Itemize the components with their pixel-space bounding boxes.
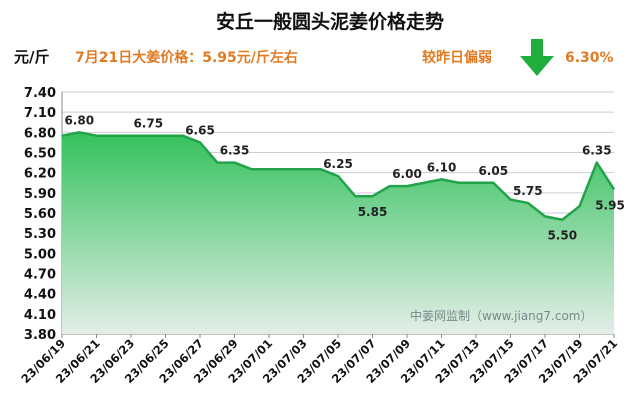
series-polyline	[61, 131, 616, 221]
watermark: 中姜网监制（www.jiang7.com）	[410, 308, 592, 323]
price-info: 7月21日大姜价格：5.95元/斤左右	[75, 49, 298, 66]
y-tick-label: 4.70	[24, 268, 56, 283]
y-tick-label: 6.20	[24, 167, 56, 182]
data-label: 6.35	[220, 144, 250, 158]
data-label: 5.50	[547, 229, 577, 243]
y-tick-label: 5.90	[24, 187, 56, 202]
data-label: 6.80	[64, 113, 94, 127]
data-label: 6.35	[582, 144, 612, 158]
y-tick-label: 5.60	[24, 207, 56, 222]
data-label: 5.75	[513, 184, 543, 198]
y-tick-label: 4.40	[24, 288, 56, 303]
data-label: 6.05	[478, 164, 508, 178]
y-tick-label: 7.40	[24, 86, 56, 101]
y-axis-ticks: 7.40 7.10 6.80 6.50 6.20 5.90 5.60 5.30 5.00 4.70…	[24, 86, 56, 343]
data-label: 5.95	[595, 198, 625, 212]
data-label: 5.85	[358, 205, 388, 219]
y-tick-label: 3.80	[24, 328, 56, 343]
change-percent: 6.30%	[565, 50, 614, 66]
data-label: 6.25	[323, 157, 353, 171]
data-labels: 6.80 6.75 6.65 6.35 6.25 5.85 6.00 6.10 6.05 5.75…	[64, 113, 624, 242]
data-label: 6.75	[133, 117, 163, 131]
y-tick-label: 5.00	[24, 247, 56, 262]
y-tick-label: 5.30	[24, 227, 56, 242]
x-axis-ticks: 23/06/1923/06/2123/06/2323/06/2523/06/27…	[18, 334, 620, 386]
data-label: 6.00	[392, 167, 422, 181]
series-line	[61, 131, 616, 221]
y-tick-label: 6.50	[24, 147, 56, 162]
y-tick-label: 7.10	[24, 106, 56, 121]
compare-label: 较昨日偏弱	[422, 49, 492, 66]
y-tick-label: 6.80	[24, 126, 56, 141]
y-tick-label: 4.10	[24, 308, 56, 323]
data-label: 6.65	[185, 123, 215, 137]
data-label: 6.10	[427, 160, 457, 174]
chart-title: 安丘一般圆头泥姜价格走势	[216, 10, 444, 33]
arrow-down-icon	[520, 39, 554, 76]
y-unit-label: 元/斤	[14, 48, 49, 66]
